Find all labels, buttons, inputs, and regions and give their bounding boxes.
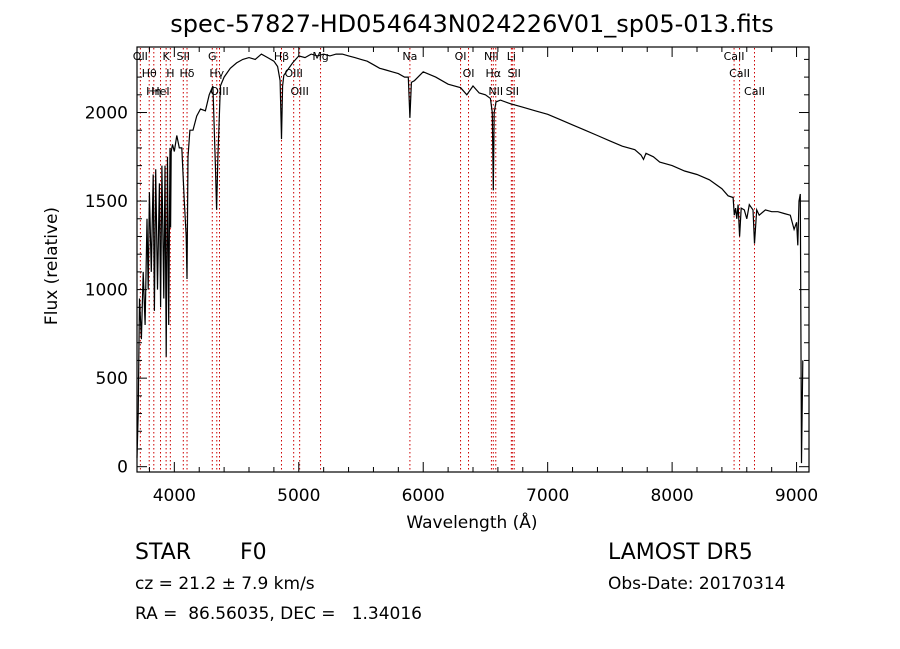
line-marker-label: Hη	[146, 85, 161, 98]
line-marker-label: Hα	[486, 67, 502, 80]
y-axis-label: Flux (relative)	[42, 207, 62, 325]
subclass: F0	[240, 540, 267, 565]
line-marker-label: Hδ	[180, 67, 195, 80]
y-tick-label: 2000	[85, 104, 128, 124]
line-marker-label: Hθ	[142, 67, 157, 80]
line-marker-label: G	[208, 50, 217, 63]
line-marker-label: Na	[402, 50, 417, 63]
y-tick-label: 500	[96, 369, 128, 389]
line-marker-label: K	[163, 50, 171, 63]
line-marker-label: OIII	[284, 67, 302, 80]
line-marker-label: Hβ	[274, 50, 289, 63]
line-marker-label: OI	[463, 67, 475, 80]
x-tick-label: 8000	[650, 486, 693, 506]
line-marker-label: SII	[177, 50, 190, 63]
line-marker-label: CaII	[724, 50, 745, 63]
redshift-text: cz = 21.2 ± 7.9 km/s	[135, 574, 315, 594]
object-class: STAR	[135, 540, 192, 565]
line-marker-label: SII	[506, 85, 519, 98]
line-marker-label: CaII	[744, 85, 765, 98]
line-marker-label: HeI	[151, 85, 169, 98]
line-marker-label: NII	[488, 85, 503, 98]
x-tick-label: 4000	[153, 486, 196, 506]
survey-name: LAMOST DR5	[608, 540, 753, 565]
obs-date: Obs-Date: 20170314	[608, 574, 786, 594]
y-tick-label: 1500	[85, 192, 128, 212]
line-marker-label: OI	[455, 50, 467, 63]
line-marker-label: CaII	[729, 67, 750, 80]
line-marker-label: Mg	[312, 50, 328, 63]
x-tick-label: 5000	[277, 486, 320, 506]
line-marker-label: Li	[507, 50, 516, 63]
line-marker-label: OII	[133, 50, 148, 63]
spectrum-line	[136, 53, 804, 464]
x-axis-label: Wavelength (Å)	[406, 511, 537, 533]
line-marker-label: SII	[507, 67, 520, 80]
line-marker-label: NII	[484, 50, 499, 63]
y-axis-ticks: 0 500 1000 1500 2000	[85, 58, 809, 478]
x-tick-label: 7000	[526, 486, 569, 506]
y-tick-label: 0	[117, 458, 128, 478]
x-axis-ticks: 4000 5000 6000 7000 8000 9000	[148, 47, 818, 506]
line-marker-label: OIII	[290, 85, 308, 98]
x-tick-label: 6000	[402, 486, 445, 506]
coordinates: RA = 86.56035, DEC = 1.34016	[135, 604, 422, 624]
chart-title: spec-57827-HD054643N024226V01_sp05-013.f…	[170, 10, 773, 38]
line-marker-label: H	[166, 67, 174, 80]
line-marker-label: Hγ	[209, 67, 224, 80]
x-tick-label: 9000	[775, 486, 818, 506]
line-markers	[139, 48, 755, 471]
line-marker-label: OIII	[210, 85, 228, 98]
y-tick-label: 1000	[85, 281, 128, 301]
plot-frame	[136, 46, 810, 473]
